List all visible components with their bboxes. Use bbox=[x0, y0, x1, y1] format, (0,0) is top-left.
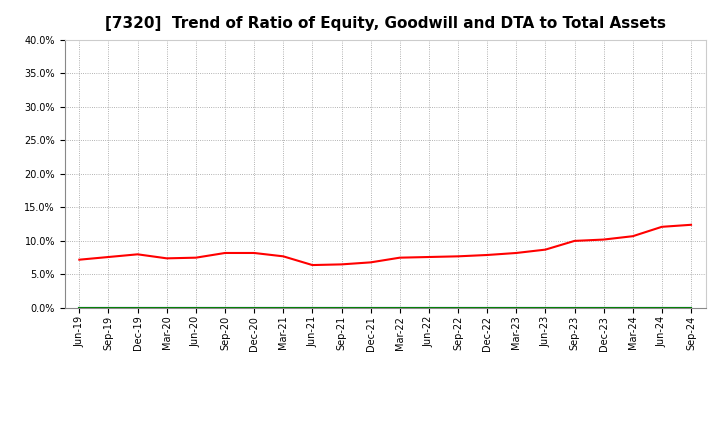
Deferred Tax Assets bbox=[483, 305, 492, 311]
Goodwill bbox=[366, 305, 375, 311]
Deferred Tax Assets bbox=[454, 305, 462, 311]
Deferred Tax Assets bbox=[425, 305, 433, 311]
Deferred Tax Assets bbox=[337, 305, 346, 311]
Equity bbox=[133, 252, 142, 257]
Deferred Tax Assets bbox=[75, 305, 84, 311]
Equity bbox=[687, 222, 696, 227]
Goodwill bbox=[250, 305, 258, 311]
Equity bbox=[454, 254, 462, 259]
Equity bbox=[512, 250, 521, 256]
Goodwill bbox=[570, 305, 579, 311]
Goodwill bbox=[133, 305, 142, 311]
Equity bbox=[570, 238, 579, 244]
Equity bbox=[104, 254, 113, 260]
Goodwill bbox=[192, 305, 200, 311]
Goodwill bbox=[454, 305, 462, 311]
Equity bbox=[192, 255, 200, 260]
Goodwill bbox=[75, 305, 84, 311]
Goodwill bbox=[220, 305, 229, 311]
Deferred Tax Assets bbox=[687, 305, 696, 311]
Deferred Tax Assets bbox=[599, 305, 608, 311]
Deferred Tax Assets bbox=[104, 305, 113, 311]
Goodwill bbox=[308, 305, 317, 311]
Equity bbox=[308, 262, 317, 268]
Deferred Tax Assets bbox=[192, 305, 200, 311]
Goodwill bbox=[629, 305, 637, 311]
Equity bbox=[657, 224, 666, 229]
Equity bbox=[395, 255, 404, 260]
Deferred Tax Assets bbox=[512, 305, 521, 311]
Equity bbox=[366, 260, 375, 265]
Equity bbox=[425, 254, 433, 260]
Goodwill bbox=[337, 305, 346, 311]
Goodwill bbox=[279, 305, 287, 311]
Goodwill bbox=[512, 305, 521, 311]
Deferred Tax Assets bbox=[629, 305, 637, 311]
Deferred Tax Assets bbox=[657, 305, 666, 311]
Equity bbox=[541, 247, 550, 252]
Deferred Tax Assets bbox=[279, 305, 287, 311]
Goodwill bbox=[425, 305, 433, 311]
Goodwill bbox=[483, 305, 492, 311]
Deferred Tax Assets bbox=[541, 305, 550, 311]
Deferred Tax Assets bbox=[395, 305, 404, 311]
Title: [7320]  Trend of Ratio of Equity, Goodwill and DTA to Total Assets: [7320] Trend of Ratio of Equity, Goodwil… bbox=[104, 16, 666, 32]
Deferred Tax Assets bbox=[220, 305, 229, 311]
Equity bbox=[250, 250, 258, 256]
Goodwill bbox=[163, 305, 171, 311]
Equity bbox=[163, 256, 171, 261]
Goodwill bbox=[541, 305, 550, 311]
Equity bbox=[337, 262, 346, 267]
Equity bbox=[279, 254, 287, 259]
Goodwill bbox=[395, 305, 404, 311]
Equity bbox=[599, 237, 608, 242]
Deferred Tax Assets bbox=[163, 305, 171, 311]
Deferred Tax Assets bbox=[366, 305, 375, 311]
Equity bbox=[629, 234, 637, 239]
Goodwill bbox=[599, 305, 608, 311]
Deferred Tax Assets bbox=[133, 305, 142, 311]
Goodwill bbox=[687, 305, 696, 311]
Deferred Tax Assets bbox=[250, 305, 258, 311]
Equity bbox=[483, 253, 492, 258]
Deferred Tax Assets bbox=[570, 305, 579, 311]
Goodwill bbox=[657, 305, 666, 311]
Deferred Tax Assets bbox=[308, 305, 317, 311]
Line: Equity: Equity bbox=[79, 225, 691, 265]
Equity bbox=[220, 250, 229, 256]
Equity bbox=[75, 257, 84, 262]
Goodwill bbox=[104, 305, 113, 311]
